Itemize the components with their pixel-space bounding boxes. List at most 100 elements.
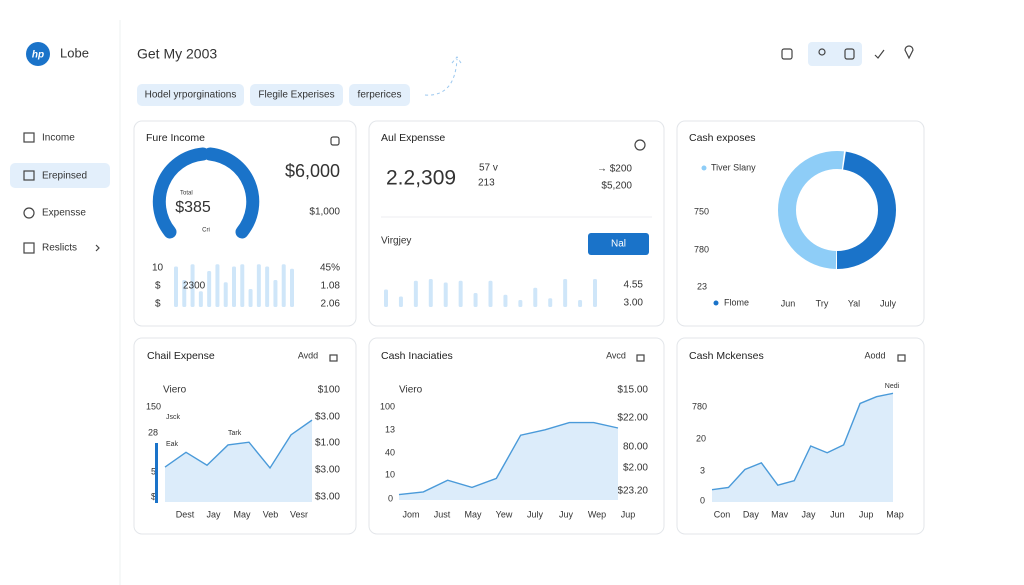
donut-segment — [778, 151, 896, 269]
x-label: Con — [714, 509, 731, 519]
note: Jsck — [166, 414, 181, 421]
line — [398, 421, 619, 496]
card — [368, 120, 665, 327]
bar — [533, 287, 538, 307]
bar — [256, 264, 261, 307]
x-label: Jup — [621, 509, 636, 519]
x-label: Just — [434, 509, 451, 519]
card-icon[interactable] — [634, 139, 646, 151]
x-label: Veb — [263, 509, 279, 519]
axis-label: $3.00 — [315, 412, 340, 423]
x-label: Day — [743, 509, 760, 519]
bar — [207, 271, 212, 307]
bar — [503, 294, 508, 307]
axis-label: $23.20 — [617, 486, 648, 497]
axis-label: 13 — [385, 424, 395, 434]
x-label: Try — [816, 298, 829, 308]
card-title: Aul Expensse — [381, 132, 445, 144]
card-title: Fure Income — [146, 132, 205, 144]
card-title: Cash exposes — [689, 132, 756, 144]
x-label: July — [527, 509, 544, 519]
x-label: Juy — [559, 509, 574, 519]
nav-item[interactable]: Reslicts — [23, 242, 100, 254]
bar — [290, 268, 294, 307]
nav-item[interactable]: Expensse — [23, 207, 86, 219]
card-action[interactable]: Avdd — [298, 350, 318, 360]
note: Nedi — [885, 383, 900, 390]
card-action[interactable]: Aodd — [864, 350, 885, 360]
card-icon[interactable] — [330, 136, 340, 146]
axis-label: 780 — [694, 244, 709, 254]
chip[interactable]: Hodel yrporginations — [137, 84, 244, 106]
bar — [198, 291, 203, 307]
card-title: Cash Mckenses — [689, 350, 764, 362]
card-title: Cash Inaciaties — [381, 350, 453, 362]
legend-label: Tiver Slany — [711, 162, 756, 172]
icon-button[interactable] — [818, 48, 826, 56]
lock-icon[interactable] — [329, 354, 338, 362]
axis-label: 0 — [700, 495, 705, 505]
side-value: $5,200 — [601, 181, 632, 192]
bar — [281, 264, 286, 307]
axis-label: 5 — [151, 466, 156, 476]
lock-icon[interactable] — [897, 354, 906, 362]
bar — [265, 266, 270, 307]
line — [164, 419, 313, 470]
axis-label: $3.00 — [315, 492, 340, 503]
axis-label: 750 — [694, 206, 709, 216]
mid-label: 2300 — [183, 281, 206, 292]
axis-label: 3 — [700, 465, 705, 475]
logo-text: hp — [32, 50, 44, 61]
button[interactable] — [588, 233, 649, 255]
axis-label: $22.00 — [617, 413, 648, 424]
x-label: May — [233, 509, 251, 519]
nav-active — [10, 163, 110, 188]
area — [165, 420, 312, 502]
chip[interactable]: ferperices — [349, 84, 410, 106]
axis-label: 0 — [388, 493, 393, 503]
axis-label: 4.55 — [624, 280, 644, 291]
bar — [174, 266, 178, 307]
button-label: Nal — [611, 239, 626, 250]
icon-group — [808, 42, 862, 66]
bar — [458, 280, 463, 307]
indicator — [155, 443, 158, 503]
x-label: Jom — [402, 509, 419, 519]
card-title: Chail Expense — [147, 350, 215, 362]
x-label: Jay — [206, 509, 221, 519]
donut-segment — [778, 151, 896, 269]
x-label: Vesr — [290, 509, 308, 519]
bar — [413, 280, 418, 307]
chip-label: ferperices — [358, 90, 402, 101]
bar — [182, 280, 187, 307]
top-value: $100 — [318, 385, 341, 396]
x-label: Dest — [176, 509, 195, 519]
lock-icon[interactable] — [636, 354, 645, 362]
nav-item[interactable]: Income — [23, 132, 75, 144]
nav-label: Erepinsed — [42, 171, 87, 182]
axis-label: 80.00 — [623, 442, 648, 453]
area — [399, 422, 618, 500]
x-label: Mav — [771, 509, 789, 519]
note: Tark — [228, 430, 242, 437]
x-label: Jun — [830, 509, 845, 519]
amount: 2.2,309 — [386, 167, 456, 190]
nav-icon — [23, 242, 35, 254]
bar — [593, 279, 597, 307]
x-label: Yew — [496, 509, 513, 519]
axis-label: $ — [155, 281, 161, 292]
icon-button[interactable] — [874, 49, 885, 59]
bar — [273, 280, 278, 307]
card-action[interactable]: Avcd — [606, 350, 626, 360]
nav-item[interactable]: Erepinsed — [10, 163, 110, 188]
icon-button[interactable] — [904, 45, 914, 60]
x-label: Wep — [588, 509, 606, 519]
bar — [384, 289, 388, 307]
chip[interactable]: Flegile Experises — [250, 84, 343, 106]
icon-button[interactable] — [844, 48, 855, 60]
axis-label: 1.08 — [321, 281, 341, 292]
note: Eak — [166, 441, 179, 448]
icon-button[interactable] — [781, 48, 793, 60]
axis-label: $ — [155, 299, 161, 310]
side-value: → $200 — [597, 164, 632, 175]
